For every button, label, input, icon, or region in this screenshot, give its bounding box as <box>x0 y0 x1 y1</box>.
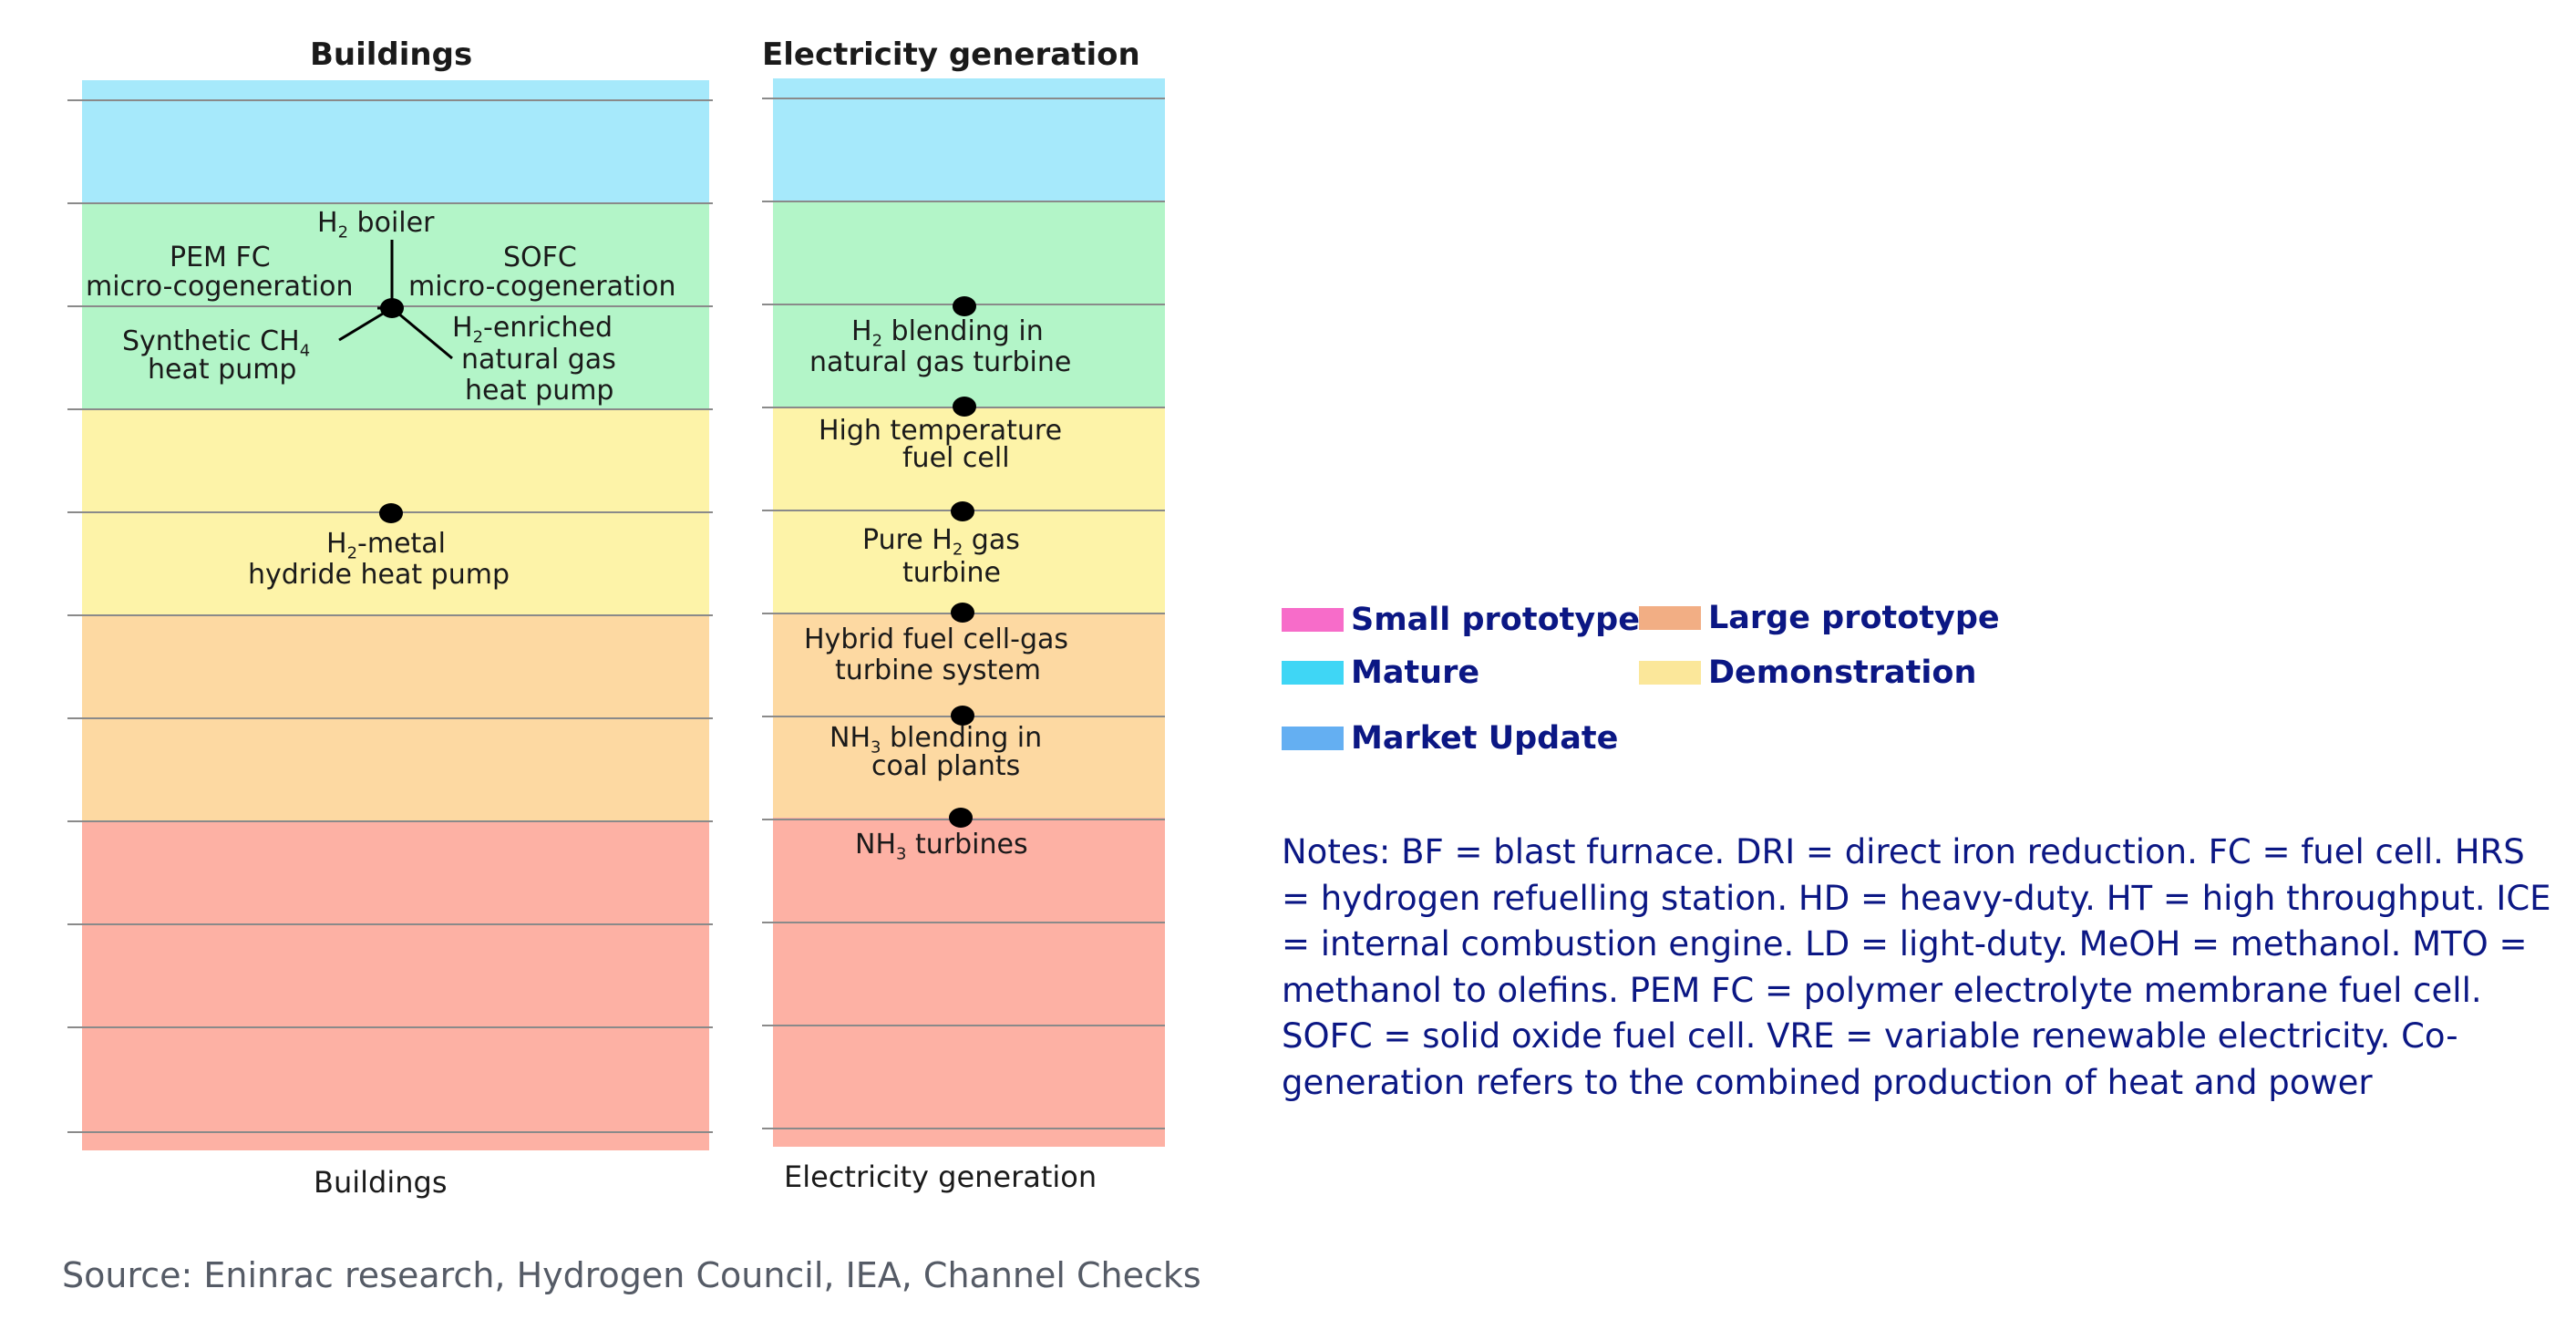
source-text: Source: Eninrac research, Hydrogen Counc… <box>62 1255 1201 1295</box>
legend-label: Mature <box>1351 655 1480 691</box>
legend-item-market-update: Market Update <box>1282 720 1618 757</box>
legend-item-demonstration: Demonstration <box>1639 655 1976 691</box>
notes-text: Notes: BF = blast furnace. DRI = direct … <box>1282 832 2551 1102</box>
h2-blending-label: H2 blending in <box>851 315 1044 351</box>
h2-enriched-line2: natural gas <box>461 344 616 376</box>
pem-fc-subtitle: micro-cogeneration <box>86 271 354 303</box>
nh3-blending-line2: coal plants <box>871 750 1021 782</box>
pem-fc-label: PEM FC <box>170 242 271 273</box>
legend-swatch <box>1282 608 1344 632</box>
band-small-prototype <box>773 818 1165 1148</box>
h2-enriched-line3: heat pump <box>465 375 614 407</box>
ht-fuel-cell-label: High temperature <box>819 415 1063 447</box>
h2-metal-line2: hydride heat pump <box>248 559 510 591</box>
electricity-column-title: Electricity generation <box>762 36 1140 73</box>
pure-h2-label: Pure H2 gas <box>862 524 1020 560</box>
band-mature <box>773 78 1165 202</box>
legend-item-small-prototype: Small prototype <box>1282 602 1640 638</box>
ht-fuel-cell-dot <box>953 397 976 417</box>
legend-label: Large prototype <box>1708 600 2000 636</box>
electricity-column-footer: Electricity generation <box>784 1160 1097 1194</box>
pure-h2-turbine-dot <box>951 501 974 521</box>
h2-blending-dot <box>953 296 976 316</box>
sofc-subtitle: micro-cogeneration <box>408 271 676 303</box>
pure-h2-line2: turbine <box>902 557 1001 589</box>
legend-item-mature: Mature <box>1282 655 1479 691</box>
synthetic-ch4-label: Synthetic CH4 <box>122 325 311 361</box>
metal-hydride-dot <box>379 503 403 523</box>
nh3-turbines-dot <box>949 808 973 828</box>
buildings-column-footer: Buildings <box>314 1165 448 1200</box>
nh3-blending-dot <box>951 706 974 726</box>
legend-label: Market Update <box>1351 720 1619 757</box>
legend-label: Small prototype <box>1351 602 1640 638</box>
hybrid-system-dot <box>951 603 974 623</box>
nh3-turbines-label: NH3 turbines <box>855 829 1028 864</box>
hybrid-line2: turbine system <box>835 655 1041 686</box>
h2-boiler-label: H2 boiler <box>317 207 435 242</box>
hybrid-label: Hybrid fuel cell-gas <box>804 624 1069 655</box>
legend-swatch <box>1639 661 1701 685</box>
legend-label: Demonstration <box>1708 655 1977 691</box>
h2-metal-label: H2-metal <box>326 528 447 563</box>
h2-enriched-label: H2-enriched <box>452 312 613 347</box>
h2-blending-line2: natural gas turbine <box>809 346 1072 378</box>
legend-swatch <box>1282 727 1344 750</box>
band-small-prototype <box>82 820 709 1150</box>
synthetic-ch4-subtitle: heat pump <box>148 354 297 386</box>
legend-item-large-prototype: Large prototype <box>1639 600 2000 636</box>
nh3-blending-label: NH3 blending in <box>829 722 1043 758</box>
buildings-hub-dot <box>380 298 404 318</box>
ht-fuel-cell-line2: fuel cell <box>902 442 1010 474</box>
legend-swatch <box>1639 606 1701 630</box>
buildings-column-title: Buildings <box>310 36 473 73</box>
legend-swatch <box>1282 661 1344 685</box>
sofc-label: SOFC <box>503 242 577 273</box>
